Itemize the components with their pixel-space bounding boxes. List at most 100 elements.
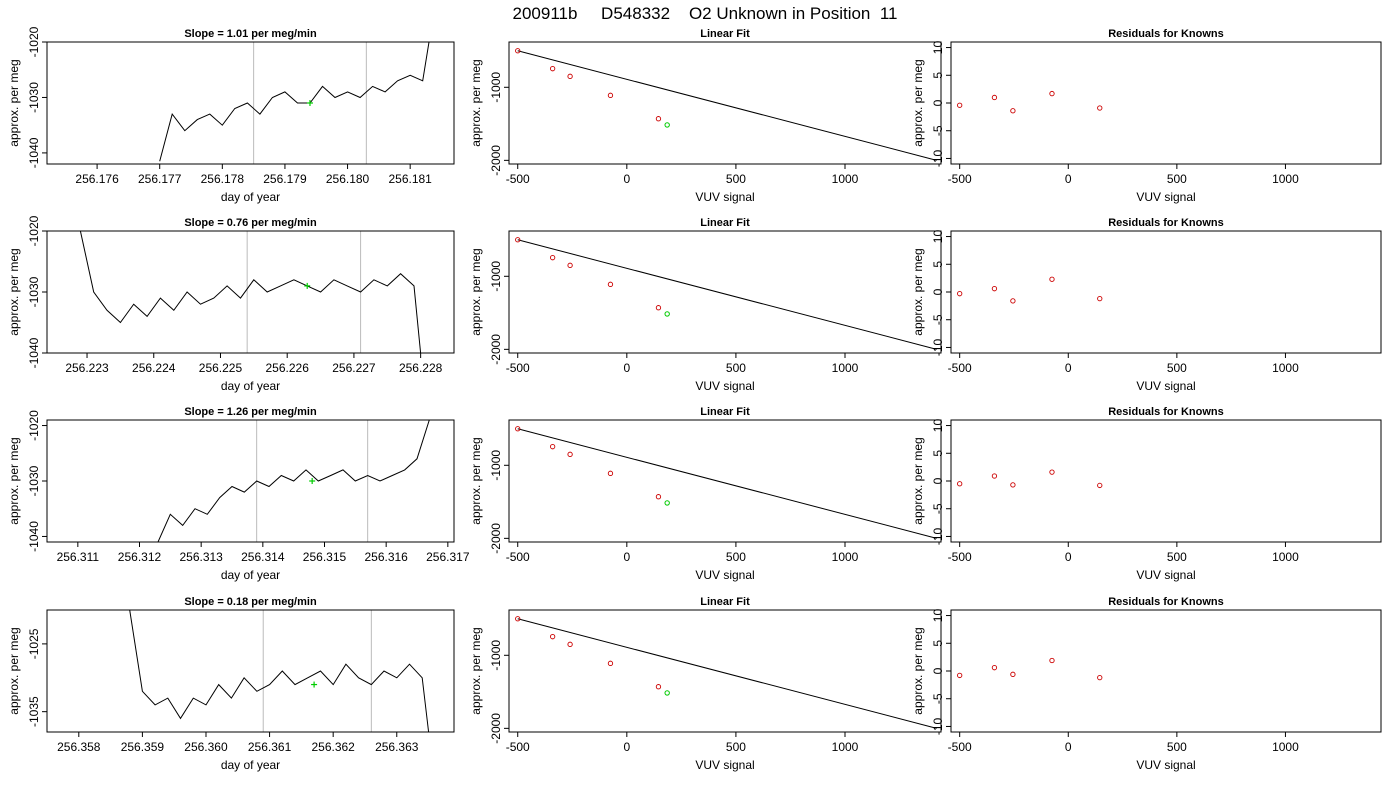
x-tick-label: 500 bbox=[726, 172, 746, 186]
x-tick-label: -500 bbox=[948, 740, 972, 754]
x-tick-label: 0 bbox=[1065, 740, 1072, 754]
x-tick-label: 1000 bbox=[832, 550, 859, 564]
plot-frame bbox=[46, 609, 455, 733]
y-axis-label: approx. per meg bbox=[7, 248, 21, 335]
x-tick-label: 256.316 bbox=[364, 550, 408, 564]
y-tick-label: -1000 bbox=[489, 450, 503, 481]
unknown-marker bbox=[306, 100, 313, 106]
panel-title: Linear Fit bbox=[700, 28, 750, 40]
x-tick-label: -500 bbox=[948, 361, 972, 375]
x-tick-label: 1000 bbox=[832, 361, 859, 375]
known-point bbox=[957, 102, 963, 108]
x-tick-label: 1000 bbox=[1272, 172, 1299, 186]
known-point bbox=[567, 262, 573, 268]
plot-area bbox=[129, 610, 430, 732]
x-tick-label: 0 bbox=[623, 550, 630, 564]
unknown-marker bbox=[304, 282, 311, 289]
x-axis-label: day of year bbox=[221, 379, 280, 393]
x-tick-label: 256.177 bbox=[138, 172, 182, 186]
known-point bbox=[549, 444, 556, 450]
plot-area bbox=[957, 657, 1103, 681]
panel-title: Residuals for Knowns bbox=[1108, 28, 1224, 40]
plot-area bbox=[957, 90, 1103, 114]
plot-area bbox=[515, 48, 937, 161]
panel-4-2: Linear Fit -500 0 500 1000 VUV signal -2000 -10… bbox=[469, 596, 942, 772]
x-tick-label: -500 bbox=[506, 550, 530, 564]
known-point bbox=[607, 92, 614, 98]
fit-line bbox=[517, 50, 937, 161]
panel-title: Residuals for Knowns bbox=[1108, 596, 1224, 608]
y-tick-label: 0 bbox=[931, 667, 945, 674]
panel-4-3: Residuals for Knowns -500 0 500 1000 VUV sign… bbox=[911, 596, 1382, 772]
x-tick-label: 1000 bbox=[1272, 550, 1299, 564]
y-tick-label: -5 bbox=[931, 314, 945, 325]
x-tick-label: -500 bbox=[506, 172, 530, 186]
plot-frame bbox=[950, 419, 1382, 543]
x-tick-label: 0 bbox=[623, 361, 630, 375]
y-tick-label: -10 bbox=[931, 338, 945, 356]
x-tick-label: 500 bbox=[726, 361, 746, 375]
x-axis-label: VUV signal bbox=[1136, 568, 1195, 582]
unknown-marker bbox=[309, 478, 316, 484]
x-tick-label: 256.362 bbox=[311, 740, 355, 754]
x-axis-label: VUV signal bbox=[695, 379, 754, 393]
x-tick-label: -500 bbox=[948, 172, 972, 186]
plot-frame bbox=[950, 609, 1382, 733]
trace-line bbox=[157, 420, 430, 542]
y-tick-label: -1030 bbox=[27, 82, 41, 113]
plot-area bbox=[515, 426, 937, 539]
panel-title: Residuals for Knowns bbox=[1108, 406, 1224, 418]
known-point bbox=[991, 94, 998, 101]
x-tick-label: 256.317 bbox=[426, 550, 470, 564]
x-tick-label: 256.313 bbox=[179, 550, 223, 564]
unknown-marker bbox=[311, 681, 318, 688]
panel-title: Linear Fit bbox=[700, 406, 750, 418]
plot-area bbox=[515, 237, 937, 350]
y-tick-label: -1030 bbox=[27, 276, 41, 307]
panel-2-3: Residuals for Knowns -500 0 500 1000 VUV sign… bbox=[911, 217, 1382, 393]
panel-title: Slope = 1.26 per meg/min bbox=[184, 406, 317, 418]
y-tick-label: -2000 bbox=[489, 145, 503, 176]
y-tick-label: 5 bbox=[931, 261, 945, 268]
known-point bbox=[607, 660, 614, 666]
x-tick-label: 1000 bbox=[832, 172, 859, 186]
y-axis-label: approx. per meg bbox=[469, 59, 483, 146]
known-point bbox=[655, 684, 662, 690]
x-tick-label: 256.176 bbox=[75, 172, 119, 186]
y-tick-label: 5 bbox=[931, 72, 945, 79]
known-point bbox=[655, 116, 662, 122]
known-point bbox=[1097, 675, 1103, 681]
known-point bbox=[1097, 105, 1103, 111]
y-axis-label: approx. per meg bbox=[469, 248, 483, 335]
plot-frame bbox=[950, 41, 1382, 165]
panel-2-2: Linear Fit -500 0 500 1000 VUV signal -2000 -10… bbox=[469, 217, 942, 393]
y-tick-label: 5 bbox=[931, 450, 945, 457]
known-point bbox=[957, 291, 963, 297]
y-tick-label: 10 bbox=[931, 419, 945, 433]
x-tick-label: 256.311 bbox=[57, 550, 100, 564]
y-tick-label: -1040 bbox=[27, 137, 41, 168]
panel-4-1: Slope = 0.18 per meg/min 256.358 256.359 25… bbox=[7, 596, 455, 772]
y-tick-label: -1000 bbox=[489, 640, 503, 671]
y-tick-label: 0 bbox=[931, 477, 945, 484]
x-axis-label: VUV signal bbox=[1136, 190, 1195, 204]
x-tick-label: 0 bbox=[1065, 361, 1072, 375]
known-point bbox=[1049, 276, 1055, 282]
x-tick-label: 256.361 bbox=[248, 740, 292, 754]
panel-title: Residuals for Knowns bbox=[1108, 217, 1224, 229]
x-tick-label: 500 bbox=[726, 740, 746, 754]
y-tick-label: -1020 bbox=[27, 215, 41, 246]
known-point bbox=[567, 73, 573, 79]
known-point bbox=[957, 481, 963, 487]
plot-area bbox=[957, 469, 1103, 489]
known-point bbox=[1049, 469, 1055, 475]
panel-3-3: Residuals for Knowns -500 0 500 1000 VUV sign… bbox=[911, 406, 1382, 582]
x-tick-label: -500 bbox=[506, 740, 530, 754]
y-tick-label: -5 bbox=[931, 125, 945, 136]
y-axis-label: approx. per meg bbox=[911, 627, 925, 714]
y-tick-label: -1030 bbox=[27, 465, 41, 496]
x-tick-label: 256.224 bbox=[132, 361, 176, 375]
known-point bbox=[515, 426, 521, 432]
x-tick-label: 256.225 bbox=[199, 361, 243, 375]
